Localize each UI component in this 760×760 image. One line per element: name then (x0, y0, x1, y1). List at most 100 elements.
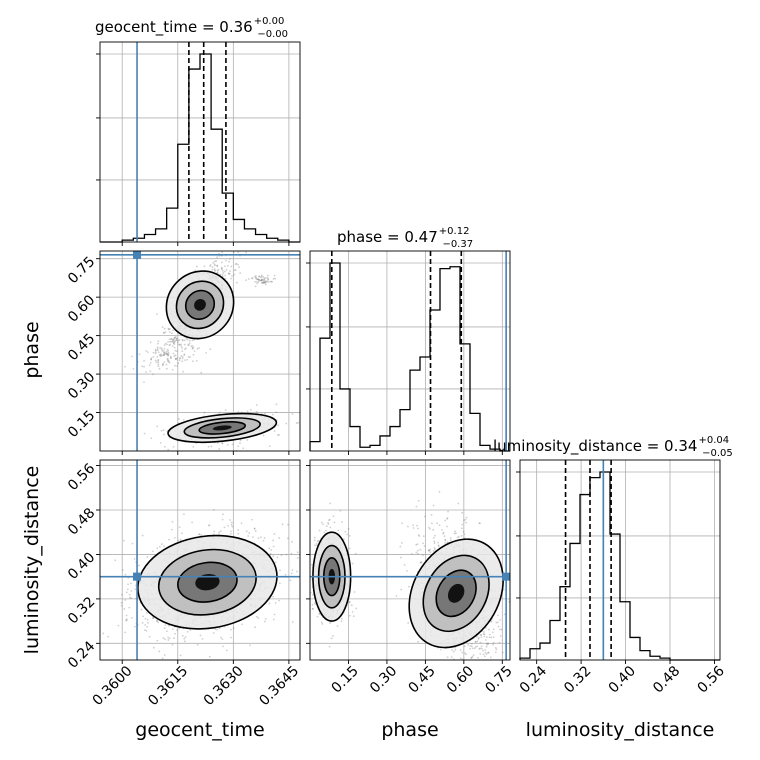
panel-luminosity-distance-vs-geocent-time-sample-185 (196, 643, 199, 646)
panel-phase-vs-geocent-time-sample-564 (221, 261, 223, 264)
panel-luminosity-distance-vs-phase-sample-1588 (416, 549, 419, 552)
panel-phase-vs-phase-frame (309, 250, 511, 452)
panel-phase-vs-geocent-time-sample-914 (177, 418, 180, 420)
panel-luminosity-distance-vs-geocent-time-sample-4 (158, 546, 161, 548)
panel-phase-vs-geocent-time-sample-677 (221, 251, 223, 254)
panel-phase-vs-geocent-time-density-0-3 (194, 298, 206, 311)
panel-phase-vs-geocent-time-sample-15 (213, 264, 216, 267)
panel-luminosity-distance-vs-geocent-time-sample-883 (124, 599, 127, 601)
panel-phase-vs-geocent-time-sample-974 (237, 411, 240, 413)
panel-luminosity-distance-vs-phase-sample-810 (438, 524, 441, 527)
hist-bar-geocent-time-12 (233, 219, 244, 242)
panel-luminosity-distance-vs-phase-sample-1091 (485, 642, 488, 645)
panel-luminosity-distance-vs-phase-sample-1342 (495, 648, 498, 651)
panel-phase-vs-geocent-time-sample-1382 (181, 357, 184, 360)
hist-bar-phase-9 (400, 410, 410, 451)
panel-luminosity-distance-vs-geocent-time-sample-930 (272, 555, 275, 558)
panel-phase-vs-geocent-time-sample-1299 (164, 445, 166, 448)
panel-phase-vs-geocent-time-sample-1314 (264, 281, 267, 284)
panel-luminosity-distance-vs-phase-frame (309, 459, 511, 661)
panel-phase-vs-geocent-time-sample-1345 (270, 280, 273, 283)
panel-luminosity-distance-vs-phase-sample-636 (332, 515, 335, 518)
panel-luminosity-distance-vs-phase-sample-1131 (457, 535, 460, 538)
panel-phase-vs-geocent-time-sample-92 (156, 313, 158, 316)
panel-phase-vs-geocent-time-sample-1439 (174, 357, 177, 360)
panel-luminosity-distance-vs-geocent-time-sample-1231 (290, 572, 293, 575)
panel-phase-vs-geocent-time-sample-1410 (164, 352, 167, 355)
panel-luminosity-distance-vs-geocent-time-sample-1049 (218, 627, 221, 630)
panel-luminosity-distance-vs-phase-sample-1527 (400, 588, 403, 591)
panel-luminosity-distance-vs-geocent-time-sample-497 (252, 536, 254, 538)
panel-luminosity-distance-vs-geocent-time-sample-537 (128, 593, 131, 596)
panel-luminosity-distance-vs-geocent-time-sample-938 (153, 646, 155, 649)
panel-phase-vs-geocent-time-sample-1427 (150, 357, 153, 360)
panel-luminosity-distance-vs-phase-sample-1278 (464, 518, 467, 521)
panel-luminosity-distance-vs-phase-contour-1-2 (435, 569, 477, 618)
panel-phase-vs-geocent-time-sample-1452 (166, 352, 168, 355)
panel-phase-vs-geocent-time-sample-1428 (181, 360, 184, 363)
panel-luminosity-distance-vs-phase-sample-918 (485, 645, 488, 648)
panel-luminosity-distance-vs-phase-sample-798 (437, 541, 440, 544)
panel-luminosity-distance-vs-phase-sample-992 (492, 636, 495, 639)
panel-luminosity-distance-vs-geocent-time-sample-694 (253, 527, 256, 530)
panel-luminosity-distance-vs-phase-sample-876 (497, 614, 499, 617)
panel-phase-vs-geocent-time-sample-470 (172, 352, 175, 355)
xtick-label-geocent-time-0: 0.3600 (90, 663, 136, 709)
panel-luminosity-distance-vs-phase-sample-1254 (463, 519, 465, 522)
panel-luminosity-distance-vs-geocent-time-sample-1258 (200, 534, 203, 536)
ytick-label-phase-3: 0.60 (65, 292, 98, 325)
panel-phase-vs-geocent-time-sample-1418 (169, 340, 171, 343)
hist-bar-luminosity-distance-10 (620, 602, 630, 660)
xtick-label-luminosity-distance-2: 0.40 (606, 663, 639, 696)
panel-luminosity-distance-vs-phase-sample-1392 (487, 643, 490, 645)
panel-luminosity-distance-vs-phase-sample-539 (311, 607, 314, 610)
panel-phase-vs-geocent-time-sample-959 (239, 442, 241, 444)
panel-luminosity-distance-vs-geocent-time-sample-1190 (278, 599, 280, 602)
panel-phase-vs-geocent-time-sample-336 (211, 268, 214, 271)
panel-luminosity-distance-vs-phase-sample-314 (318, 613, 321, 615)
panel-phase-vs-geocent-time-sample-1467 (156, 349, 159, 352)
panel-luminosity-distance-vs-geocent-time-sample-1233 (218, 531, 221, 534)
panel-luminosity-distance-vs-geocent-time-sample-1084 (173, 637, 175, 639)
panel-luminosity-distance-vs-phase-sample-1523 (419, 562, 422, 564)
panel-phase-vs-geocent-time-sample-562 (230, 277, 233, 280)
panel-luminosity-distance-vs-geocent-time-sample-1375 (251, 518, 254, 521)
panel-luminosity-distance-vs-phase-sample-911 (479, 652, 482, 655)
panel-phase-vs-geocent-time-sample-96 (141, 365, 144, 368)
panel-phase-vs-geocent-time-sample-732 (165, 367, 168, 370)
panel-phase-vs-geocent-time-sample-1323 (257, 281, 260, 283)
panel-luminosity-distance-vs-phase-sample-1719 (501, 651, 504, 654)
panel-luminosity-distance-vs-phase-sample-641 (348, 601, 351, 604)
panel-phase-vs-geocent-time-sample-1417 (184, 347, 187, 350)
panel-phase-vs-geocent-time-sample-1372 (152, 373, 154, 376)
panel-phase-vs-geocent-time-sample-704 (173, 343, 176, 346)
panel-phase-vs-geocent-time-sample-1381 (143, 360, 145, 362)
panel-luminosity-distance-vs-phase-sample-1555 (444, 541, 447, 544)
panel-phase-vs-geocent-time-sample-1006 (246, 439, 249, 441)
panel-luminosity-distance-vs-phase-sample-993 (450, 656, 453, 659)
panel-phase-vs-geocent-time-sample-1085 (278, 434, 280, 436)
panel-phase-vs-geocent-time-sample-124 (224, 277, 227, 280)
panel-luminosity-distance-vs-phase-sample-1498 (444, 519, 447, 522)
panel-phase-vs-geocent-time-sample-1464 (131, 355, 133, 358)
panel-luminosity-distance-vs-phase-sample-969 (480, 645, 483, 648)
panel-luminosity-distance-vs-phase-contour-1-0 (408, 538, 504, 649)
panel-phase-vs-geocent-time-sample-355 (181, 338, 184, 341)
panel-geocent-time-vs-geocent-time-frame (99, 41, 301, 243)
panel-phase-vs-geocent-time-sample-1461 (145, 371, 147, 373)
panel-luminosity-distance-vs-phase-sample-1590 (470, 642, 473, 645)
panel-phase-vs-geocent-time-sample-1091 (277, 424, 279, 427)
panel-luminosity-distance-vs-phase-sample-818 (465, 653, 468, 656)
panel-phase-vs-geocent-time-sample-1334 (264, 283, 267, 286)
ytick-label-phase-4: 0.75 (65, 254, 98, 287)
panel-luminosity-distance-vs-phase-sample-1596 (428, 526, 430, 529)
panel-phase-vs-geocent-time-sample-1480 (158, 367, 161, 370)
panel-phase-vs-geocent-time-sample-88 (170, 332, 173, 335)
panel-luminosity-distance-vs-geocent-time-sample-481 (181, 634, 184, 637)
panel-luminosity-distance-vs-phase-sample-738 (427, 549, 430, 552)
panel-luminosity-distance-vs-geocent-time-sample-417 (125, 618, 128, 620)
panel-phase-vs-geocent-time-sample-1303 (291, 413, 294, 415)
panel-phase-vs-geocent-time-sample-1081 (255, 404, 258, 406)
panel-phase-vs-geocent-time-sample-121 (175, 339, 178, 341)
panel-phase-vs-geocent-time-sample-369 (216, 264, 218, 267)
